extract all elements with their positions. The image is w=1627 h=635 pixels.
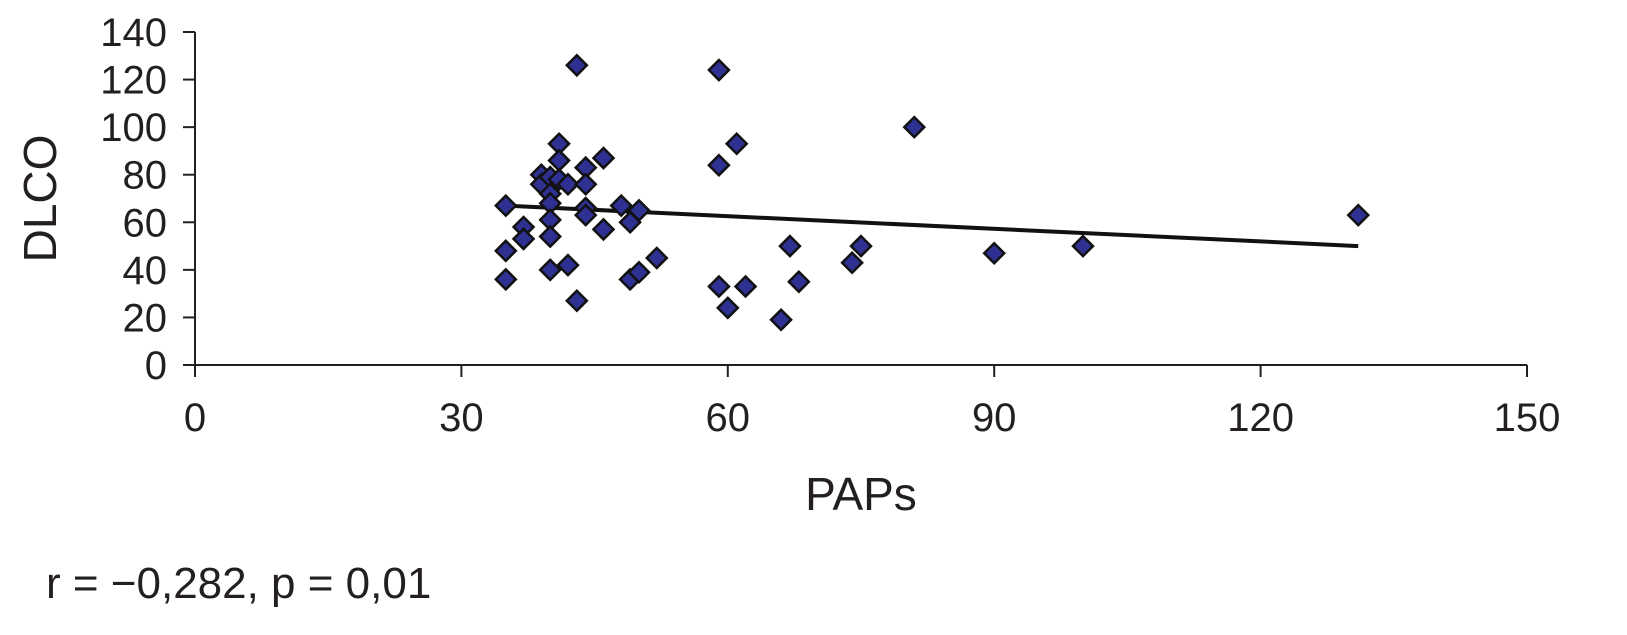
data-point (591, 146, 616, 170)
y-tick-label: 40 (123, 249, 168, 293)
x-tick-label: 0 (184, 396, 206, 440)
data-point (644, 246, 669, 270)
data-point (778, 234, 802, 258)
data-point (787, 269, 811, 294)
data-point (556, 253, 580, 277)
x-tick-label: 120 (1227, 396, 1294, 440)
data-point (538, 258, 562, 282)
y-tick-label: 60 (123, 201, 168, 245)
data-point (1071, 234, 1095, 258)
data-point (565, 289, 589, 313)
y-tick-label: 0 (145, 344, 167, 388)
x-tick-label: 60 (706, 396, 751, 440)
data-point (538, 224, 562, 249)
data-point (982, 241, 1006, 265)
data-point (511, 227, 536, 251)
data-point (565, 53, 589, 78)
x-axis: 0 30 60 90 120 150 (184, 364, 1561, 440)
data-point (573, 172, 598, 196)
y-tick-label: 120 (100, 59, 167, 103)
data-points (494, 53, 1371, 332)
data-point (707, 153, 731, 177)
y-tick-label: 100 (100, 106, 167, 150)
data-point (573, 203, 598, 227)
data-point (769, 308, 793, 332)
data-point (627, 198, 651, 223)
y-tick-label: 20 (123, 296, 168, 340)
data-point (733, 274, 758, 299)
data-point (494, 239, 518, 263)
x-tick-label: 90 (972, 396, 1017, 440)
x-tick-label: 150 (1494, 396, 1561, 440)
data-point (707, 58, 731, 82)
y-axis-title: DLCO (14, 135, 66, 263)
data-point (724, 132, 749, 156)
data-point (716, 296, 740, 320)
data-point (902, 115, 927, 139)
x-tick-label: 30 (439, 396, 484, 440)
data-point (627, 260, 651, 285)
y-tick-label: 140 (100, 11, 167, 55)
data-point (494, 267, 518, 292)
data-point (609, 193, 634, 218)
data-point (707, 274, 731, 299)
data-point (1346, 203, 1371, 227)
y-tick-label: 80 (123, 154, 168, 198)
data-point (494, 193, 518, 218)
data-point (556, 172, 580, 196)
data-point (591, 217, 616, 242)
data-point (840, 250, 864, 275)
data-point (849, 234, 873, 258)
x-axis-title: PAPs (805, 468, 917, 520)
correlation-stats: r = −0,282, p = 0,01 (46, 559, 432, 608)
